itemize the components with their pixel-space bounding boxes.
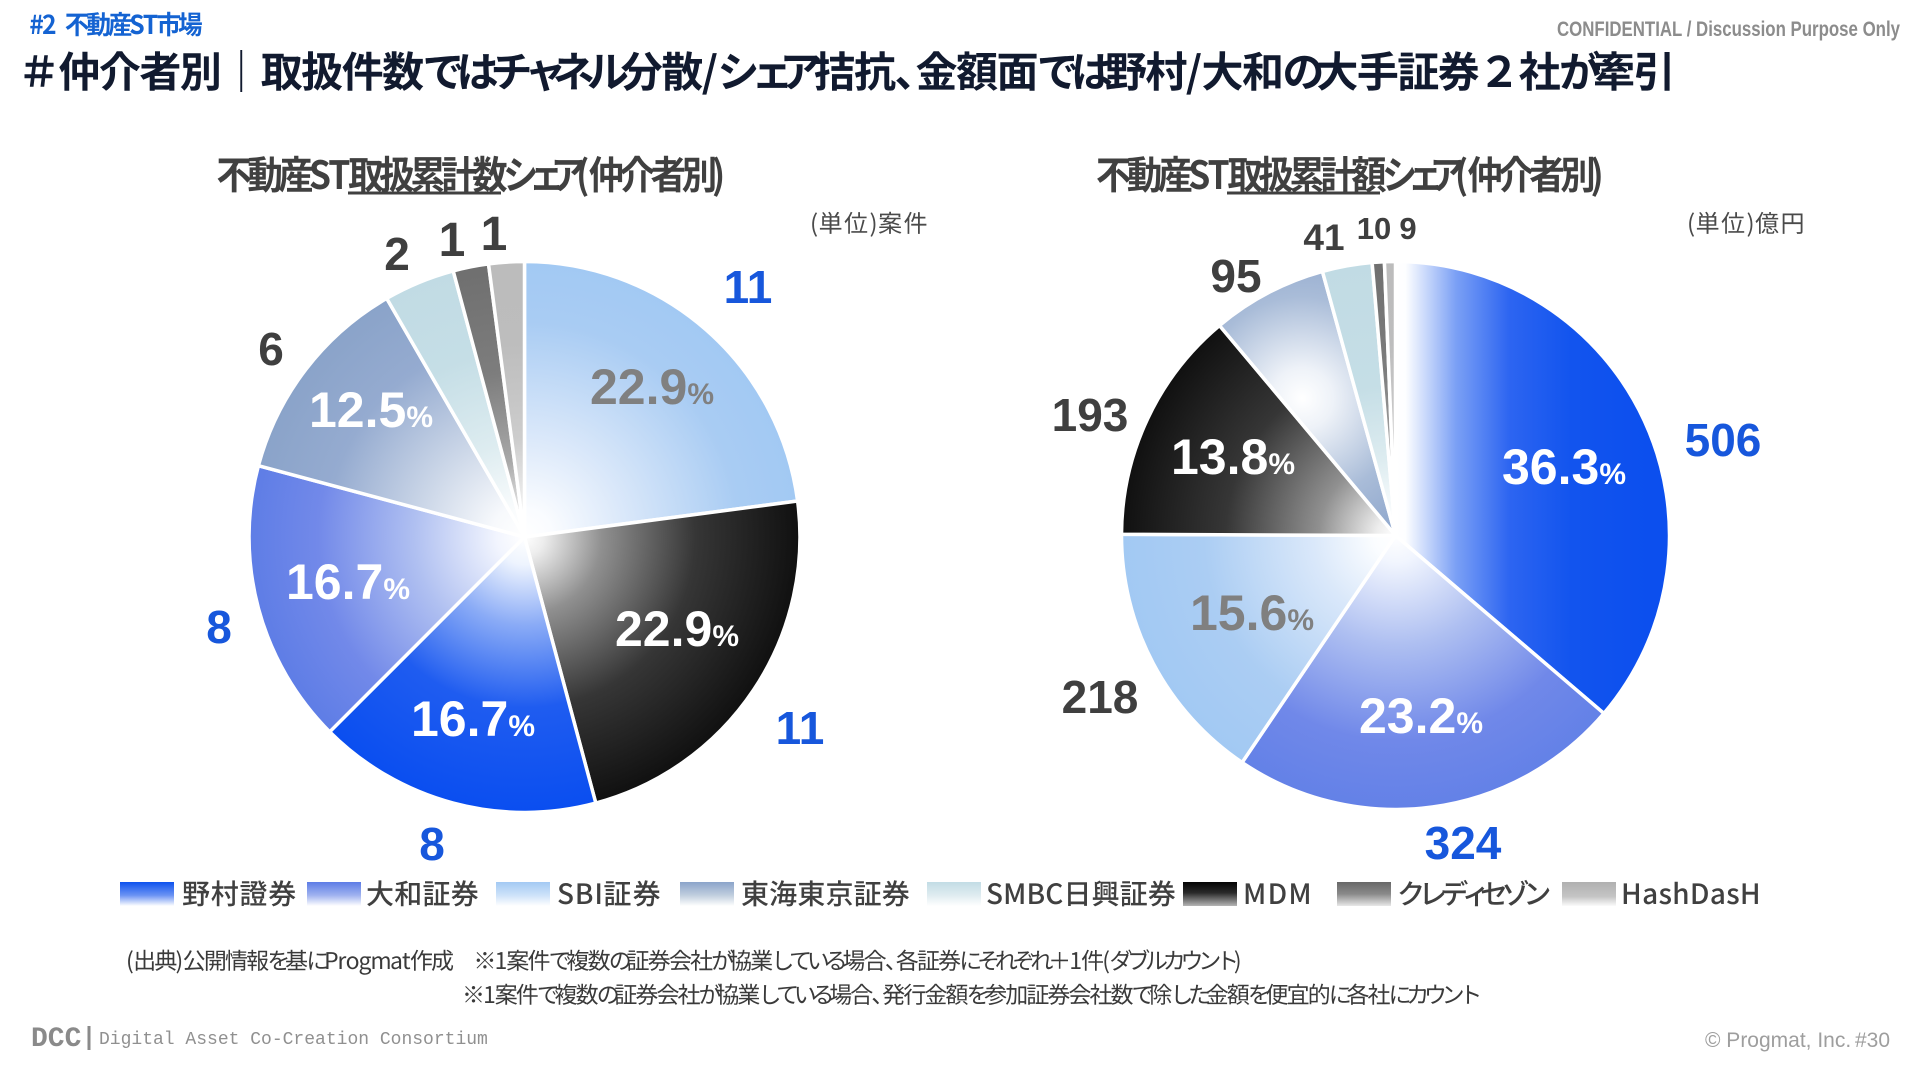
svg-text:95: 95 xyxy=(1210,250,1261,302)
svg-text:193: 193 xyxy=(1052,389,1129,441)
svg-text:16.7%: 16.7% xyxy=(411,691,535,747)
svg-text:8: 8 xyxy=(206,601,232,653)
svg-text:Digital Asset Co-Creation Cons: Digital Asset Co-Creation Consortium xyxy=(99,1030,488,1050)
svg-text:2: 2 xyxy=(384,228,410,280)
svg-text:6: 6 xyxy=(258,323,284,375)
svg-text:11: 11 xyxy=(724,261,773,313)
svg-text:© Progmat, Inc.: © Progmat, Inc. xyxy=(1705,1029,1851,1052)
svg-text:13.8%: 13.8% xyxy=(1171,429,1295,485)
svg-text:DCC: DCC xyxy=(31,1024,82,1055)
svg-text:10: 10 xyxy=(1357,211,1391,246)
svg-text:1: 1 xyxy=(439,214,466,267)
svg-text:41: 41 xyxy=(1303,217,1344,258)
svg-text:218: 218 xyxy=(1062,671,1139,723)
svg-text:8: 8 xyxy=(419,818,445,870)
svg-text:506: 506 xyxy=(1685,414,1762,466)
svg-text:#30: #30 xyxy=(1855,1029,1890,1052)
svg-text:11: 11 xyxy=(776,702,825,754)
svg-text:15.6%: 15.6% xyxy=(1190,585,1314,641)
svg-text:9: 9 xyxy=(1399,211,1416,246)
svg-text:1: 1 xyxy=(481,208,508,261)
svg-text:324: 324 xyxy=(1425,817,1502,869)
svg-text:CONFIDENTIAL / Discussion Purp: CONFIDENTIAL / Discussion Purpose Only xyxy=(1557,18,1900,41)
